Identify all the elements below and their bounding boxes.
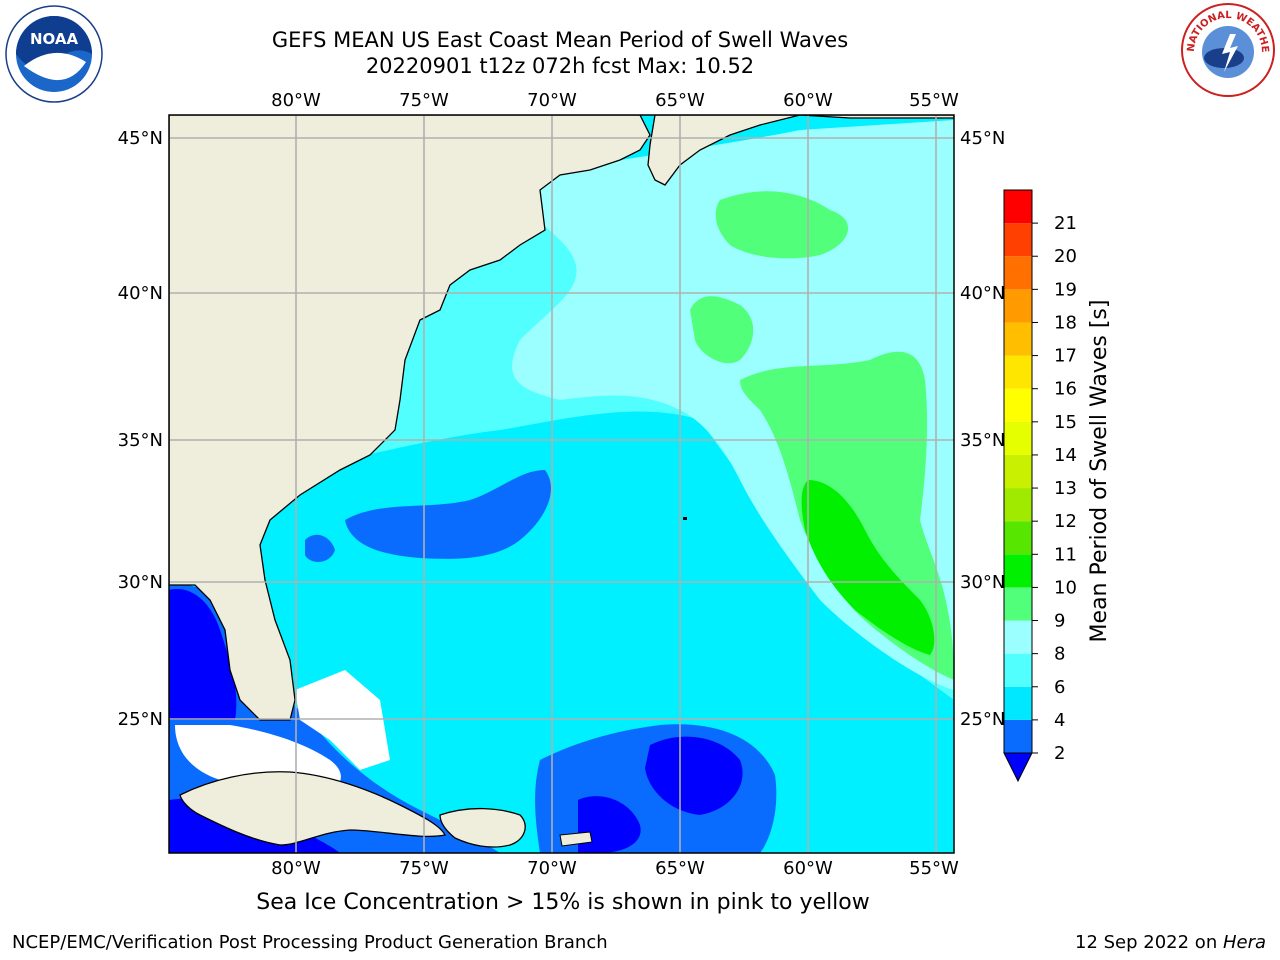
sea-ice-note: Sea Ice Concentration > 15% is shown in … — [256, 890, 870, 915]
colorbar-tick-label: 18 — [1054, 312, 1077, 333]
lon-label-bottom: 55°W — [909, 858, 959, 879]
lat-label-left: 45°N — [118, 128, 163, 149]
colorbar-segment — [1004, 719, 1032, 753]
lon-label-top: 65°W — [655, 90, 705, 111]
land-north-america — [169, 115, 651, 721]
colorbar-tick-label: 14 — [1054, 445, 1077, 466]
lon-label-bottom: 70°W — [527, 858, 577, 879]
map-title: GEFS MEAN US East Coast Mean Period of S… — [271, 28, 849, 52]
map-subtitle: 20220901 t12z 072h fcst Max: 10.52 — [365, 54, 755, 78]
colorbar-segment — [1004, 421, 1032, 455]
colorbar-tick-label: 17 — [1054, 346, 1077, 367]
colorbar: 2 4 6 8 9 10 11 12 13 14 15 16 17 18 19 20 21 — [1003, 189, 1077, 783]
colorbar-segment — [1004, 653, 1032, 687]
colorbar-label: Mean Period of Swell Waves [s] — [1087, 300, 1112, 643]
colorbar-under-arrow — [1003, 752, 1033, 783]
colorbar-outline — [1003, 189, 1033, 754]
date-text: 12 Sep 2022 on — [1075, 932, 1223, 953]
lon-label-top: 80°W — [271, 90, 321, 111]
bahamas-nodata — [295, 670, 390, 770]
colorbar-segment — [1004, 488, 1032, 522]
map-frame — [168, 114, 955, 854]
lon-label-top: 70°W — [527, 90, 577, 111]
colorbar-tick-label: 20 — [1054, 246, 1077, 267]
colorbar-tick-label: 6 — [1054, 677, 1065, 698]
colorbar-tick-label: 9 — [1054, 611, 1065, 632]
colorbar-tick-label: 10 — [1054, 577, 1077, 598]
colorbar-tick-label: 11 — [1054, 544, 1077, 565]
colorbar-tick-label: 12 — [1054, 511, 1077, 532]
graticule — [169, 115, 954, 853]
lat-label-right: 30°N — [960, 572, 1005, 593]
colorbar-segment — [1004, 554, 1032, 588]
lat-label-left: 25°N — [118, 709, 163, 730]
colorbar-segment — [1004, 289, 1032, 323]
colorbar-segment — [1004, 521, 1032, 555]
lon-label-top: 60°W — [783, 90, 833, 111]
lat-label-right: 35°N — [960, 430, 1005, 451]
land-puerto-rico — [559, 831, 593, 847]
swell-region-9-10 — [690, 296, 754, 364]
noaa-logo: NOAA — [5, 5, 103, 103]
date-stamp: 12 Sep 2022 on Hera — [1075, 932, 1266, 953]
colorbar-tick-label: 15 — [1054, 412, 1077, 433]
swell-region-2-4 — [305, 534, 335, 562]
lat-label-right: 25°N — [960, 709, 1005, 730]
colorbar-segment — [1004, 355, 1032, 389]
lat-label-left: 35°N — [118, 430, 163, 451]
lon-label-bottom: 80°W — [271, 858, 321, 879]
colorbar-tick-label: 16 — [1054, 379, 1077, 400]
colorbar-segment — [1004, 620, 1032, 654]
colorbar-segment — [1004, 190, 1032, 224]
colorbar-segment — [1004, 454, 1032, 489]
land-bermuda — [683, 517, 687, 520]
lon-label-top: 75°W — [399, 90, 449, 111]
colorbar-segment — [1004, 322, 1032, 356]
credit-text: NCEP/EMC/Verification Post Processing Pr… — [12, 932, 608, 953]
nws-logo: NATIONAL WEATHER SERVICE — [1180, 2, 1275, 97]
lat-label-left: 30°N — [118, 572, 163, 593]
lon-label-top: 55°W — [909, 90, 959, 111]
lon-label-bottom: 65°W — [655, 858, 705, 879]
colorbar-tick-label: 19 — [1054, 279, 1077, 300]
swell-region-2-4 — [345, 470, 551, 559]
colorbar-tick-label: 2 — [1054, 743, 1065, 764]
swell-region-under-2 — [645, 736, 743, 815]
colorbar-segment — [1004, 256, 1032, 290]
lat-label-left: 40°N — [118, 283, 163, 304]
lat-label-right: 40°N — [960, 283, 1005, 304]
colorbar-tick-label: 13 — [1054, 478, 1077, 499]
colorbar-segment — [1004, 388, 1032, 422]
lon-label-bottom: 60°W — [783, 858, 833, 879]
lat-label-right: 45°N — [960, 128, 1005, 149]
swell-region-under-2 — [169, 589, 237, 720]
colorbar-tick-label: 21 — [1054, 213, 1077, 234]
colorbar-tick-label: 4 — [1054, 710, 1065, 731]
colorbar-segment — [1004, 587, 1032, 621]
colorbar-tick-label: 8 — [1054, 644, 1065, 665]
swell-region-10-11 — [801, 480, 935, 655]
swell-region-9-10 — [715, 191, 849, 259]
machine-name: Hera — [1222, 932, 1266, 953]
colorbar-segment — [1004, 223, 1032, 257]
lon-label-bottom: 75°W — [399, 858, 449, 879]
colorbar-segment — [1004, 686, 1032, 720]
swell-region-under-2 — [578, 796, 641, 853]
land-hispaniola — [439, 807, 526, 848]
noaa-logo-text: NOAA — [30, 30, 79, 48]
land-cuba — [179, 771, 446, 846]
